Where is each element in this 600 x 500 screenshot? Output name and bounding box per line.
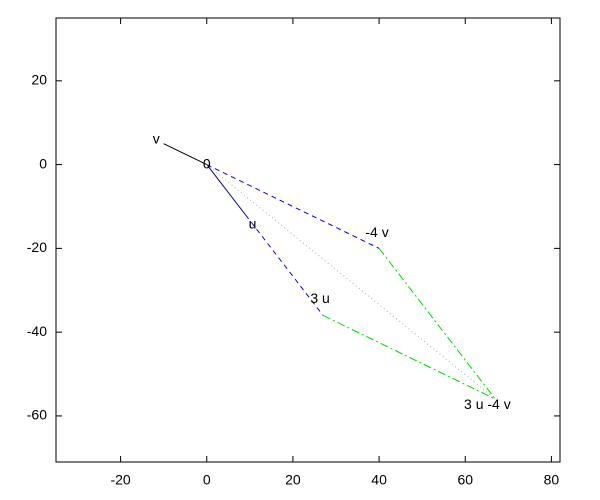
x-tick-label: 0: [203, 472, 211, 488]
vector-line: [322, 314, 496, 400]
x-tick-label: 80: [544, 472, 560, 488]
vector-line: [206, 164, 380, 249]
vector-line: [163, 143, 207, 166]
point-label: 3 u: [310, 290, 329, 306]
vector-line: [206, 164, 496, 400]
point-label: v: [153, 130, 160, 146]
x-tick-label: -20: [110, 472, 130, 488]
vector-line: [206, 164, 246, 216]
point-label: u: [249, 216, 257, 232]
y-tick-label: -40: [27, 323, 47, 339]
y-tick-label: 0: [39, 155, 47, 171]
y-tick-label: -20: [27, 239, 47, 255]
vector-line: [245, 214, 324, 316]
vector-line: [378, 248, 496, 400]
y-tick-label: 20: [31, 72, 47, 88]
point-label: 3 u -4 v: [464, 396, 511, 412]
point-label: 0: [203, 155, 211, 171]
x-tick-label: 60: [457, 472, 473, 488]
x-tick-label: 20: [285, 472, 301, 488]
plot-frame: [55, 17, 561, 463]
y-tick-label: -60: [27, 407, 47, 423]
x-tick-label: 40: [371, 472, 387, 488]
point-label: -4 v: [365, 224, 388, 240]
